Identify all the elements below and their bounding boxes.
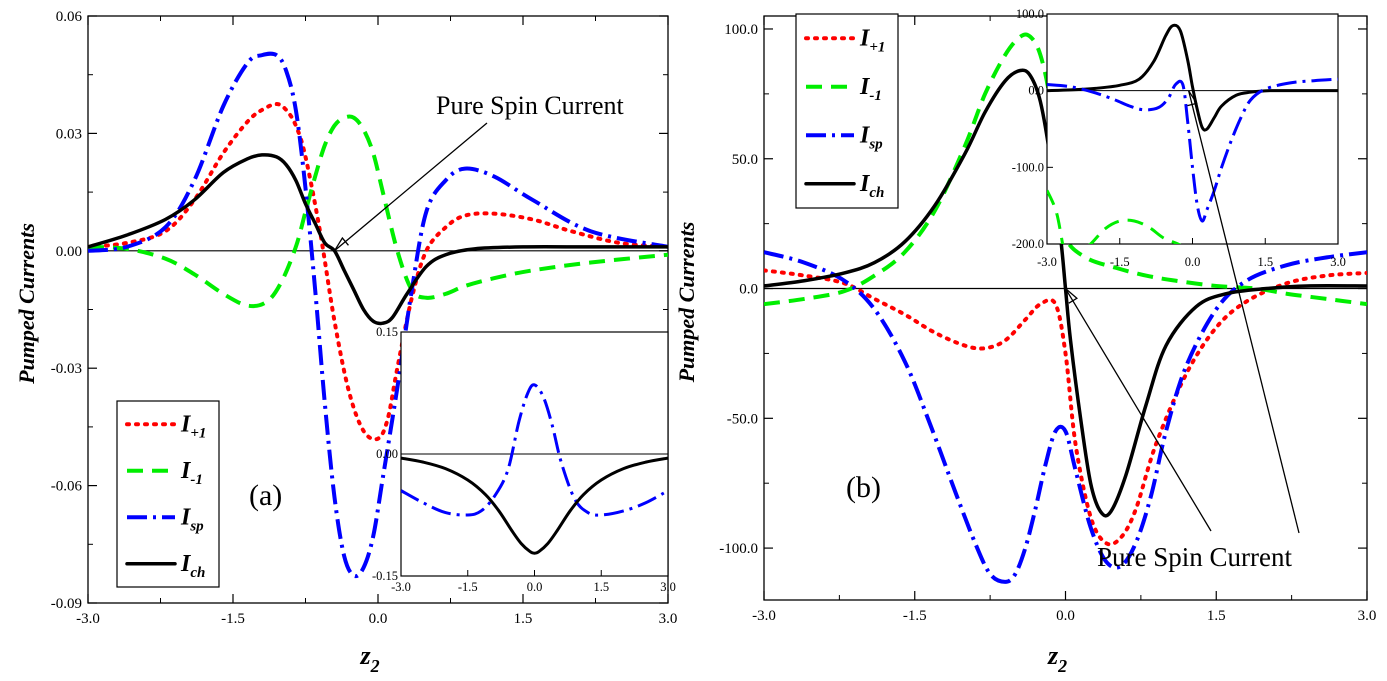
a-xtick-label: -1.5 xyxy=(221,611,245,627)
b-annotation-text: Pure Spin Current xyxy=(1097,542,1292,572)
b-annotation-arrow-inset-head xyxy=(1187,90,1198,107)
a-inset-xtick-label: 1.5 xyxy=(593,580,609,594)
panel-b: -3.0 -1.5 0.0 1.5 3.0 -100.0 -50.0 0.0 50.0 100.0… xyxy=(674,7,1376,676)
b-xlabel: z2 xyxy=(1047,641,1067,676)
a-annotation-arrow-shaft xyxy=(334,122,488,252)
b-inset-ytick-label: 0.0 xyxy=(1028,84,1044,98)
b-annotation-arrow-main-head xyxy=(1065,288,1078,304)
b-annotation-arrow-inset-shaft xyxy=(1187,90,1300,534)
a-ytick-label: -0.06 xyxy=(51,479,83,495)
a-series-Ich xyxy=(88,153,668,326)
b-ytick-label: 0.0 xyxy=(739,282,758,298)
panel-a: -3.0 -1.5 0.0 1.5 3.0-0.09-0.06-0.030.000.03… xyxy=(14,9,677,676)
b-xtick-label: -3.0 xyxy=(752,608,776,624)
b-inset-xtick-label: 0.0 xyxy=(1185,255,1201,269)
a-series-Im1 xyxy=(88,114,668,309)
b-series-Im1 xyxy=(764,32,1367,307)
b-panel-label: (b) xyxy=(846,471,881,504)
b-inset-ytick-label: 100.0 xyxy=(1016,7,1044,21)
a-legend-subscript-Ich: ch xyxy=(190,565,205,581)
b-inset-frame xyxy=(1046,13,1339,245)
b-inset-ytick-label: -200.0 xyxy=(1012,237,1044,251)
b-legend-subscript-Ip1: +1 xyxy=(869,39,885,55)
a-xtick-label: 3.0 xyxy=(659,611,678,627)
a-legend-box xyxy=(116,400,220,588)
b-inset-series-Isp xyxy=(1047,77,1338,223)
b-xlabel-subscript: 2 xyxy=(1057,656,1067,676)
a-annotation-text: Pure Spin Current xyxy=(436,91,625,120)
a-inset-xtick-label: -3.0 xyxy=(391,580,411,594)
b-ytick-label: -50.0 xyxy=(727,411,758,427)
a-xlabel-subscript: 2 xyxy=(370,656,380,676)
a-inset-xtick-label: 0.0 xyxy=(527,580,543,594)
b-legend-subscript-Ich: ch xyxy=(869,185,884,201)
a-xtick-label: 0.0 xyxy=(369,611,388,627)
b-ylabel: Pumped Currents xyxy=(674,222,699,384)
a-ytick-label: 0.06 xyxy=(56,9,83,25)
a-legend-subscript-Ip1: +1 xyxy=(190,425,206,441)
a-xtick-label: 1.5 xyxy=(514,611,533,627)
a-ylabel: Pumped Currents xyxy=(14,223,39,385)
b-inset-xtick-label: -1.5 xyxy=(1110,255,1130,269)
b-legend-subscript-Isp: sp xyxy=(868,136,883,152)
b-series-Ip1 xyxy=(764,268,1367,547)
a-series-Ip1 xyxy=(88,102,668,442)
a-inset-series-Ich xyxy=(401,456,668,555)
a-ytick-label: 0.00 xyxy=(56,244,82,260)
b-inset-xtick-label: 1.5 xyxy=(1257,255,1273,269)
b-legend-subscript-Im1: -1 xyxy=(869,88,882,104)
b-inset-xtick-label: -3.0 xyxy=(1037,255,1057,269)
b-inset-ytick-label: -100.0 xyxy=(1012,160,1044,174)
b-xtick-label: -1.5 xyxy=(903,608,927,624)
a-inset-xtick-label: -1.5 xyxy=(458,580,478,594)
b-xtick-label: 0.0 xyxy=(1056,608,1075,624)
b-inset-series-Ich xyxy=(1047,23,1338,132)
a-inset-ytick-label: -0.15 xyxy=(372,569,398,583)
b-xtick-label: 1.5 xyxy=(1207,608,1226,624)
a-inset-xtick-label: 3.0 xyxy=(660,580,676,594)
a-legend-subscript-Im1: -1 xyxy=(190,472,203,488)
b-series-Ich xyxy=(764,68,1367,518)
a-xtick-label: -3.0 xyxy=(76,611,100,627)
a-series-Isp xyxy=(88,51,668,579)
a-inset-ytick-label: 0.15 xyxy=(376,325,398,339)
b-inset-xtick-label: 3.0 xyxy=(1330,255,1346,269)
a-inset-ytick-label: 0.00 xyxy=(376,447,398,461)
b-ytick-label: 50.0 xyxy=(732,152,758,168)
b-legend-box xyxy=(795,13,899,209)
a-panel-label: (a) xyxy=(249,479,282,512)
a-legend-subscript-Isp: sp xyxy=(189,518,204,534)
b-xtick-label: 3.0 xyxy=(1358,608,1377,624)
a-ytick-label: -0.03 xyxy=(51,361,82,377)
a-ytick-label: -0.09 xyxy=(51,596,82,612)
a-inset-series-Isp xyxy=(401,383,668,517)
b-legend-label-Ip1: I+1 xyxy=(859,25,885,55)
b-series-Isp xyxy=(764,250,1367,584)
b-ytick-label: -100.0 xyxy=(719,541,758,557)
b-ytick-label: 100.0 xyxy=(724,22,758,38)
a-ytick-label: 0.03 xyxy=(56,126,82,142)
a-xlabel: z2 xyxy=(359,641,379,676)
a-annotation-arrow-head xyxy=(333,236,349,252)
b-annotation-arrow-main-shaft xyxy=(1064,288,1212,532)
